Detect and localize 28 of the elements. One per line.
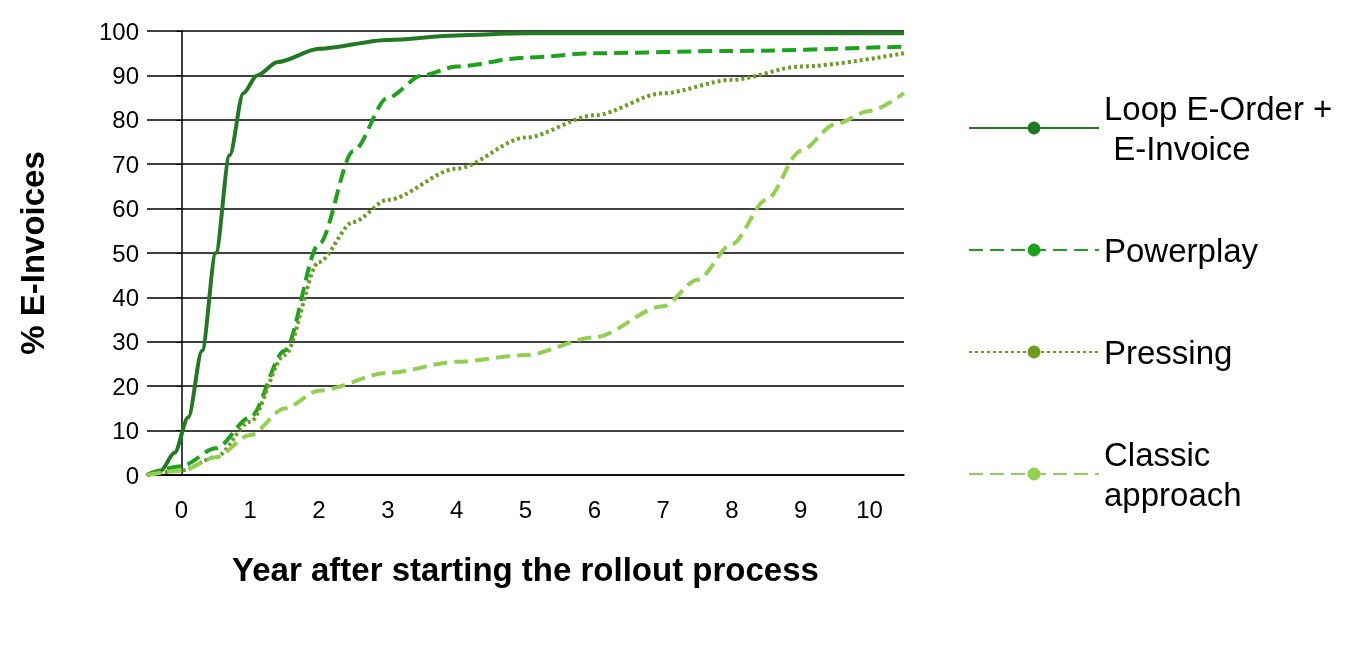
y-tick-label: 30 [112, 328, 139, 356]
y-tick-label: 50 [112, 239, 139, 267]
legend-label: Classic approach [1104, 435, 1242, 513]
y-tick-label: 70 [112, 150, 139, 178]
y-tick-label: 0 [125, 461, 139, 489]
x-tick-label: 6 [587, 495, 601, 523]
x-tick-label: 1 [243, 495, 257, 523]
y-tick-label: 20 [112, 372, 139, 400]
y-tick-label: 40 [112, 283, 139, 311]
legend-label: Loop E-Order + E-Invoice [1104, 89, 1333, 167]
y-tick-label: 100 [98, 17, 139, 45]
x-tick-label: 2 [312, 495, 326, 523]
y-tick-label: 80 [112, 106, 139, 134]
x-tick-label: 10 [856, 495, 883, 523]
legend-label: Pressing [1104, 333, 1233, 371]
y-tick-label: 10 [112, 417, 139, 445]
x-tick-label: 3 [381, 495, 395, 523]
y-axis-title: % E-Invoices [14, 151, 51, 355]
x-tick-label: 9 [794, 495, 808, 523]
x-tick-label: 0 [174, 495, 189, 523]
x-axis-title: Year after starting the rollout process [232, 551, 819, 588]
x-tick-label: 8 [725, 495, 739, 523]
x-tick-label: 7 [656, 495, 670, 523]
y-tick-label: 90 [112, 61, 139, 89]
legend-label: Powerplay [1104, 231, 1259, 269]
x-tick-label: 4 [450, 495, 464, 523]
x-tick-label: 5 [518, 495, 533, 523]
y-tick-label: 60 [112, 195, 139, 223]
